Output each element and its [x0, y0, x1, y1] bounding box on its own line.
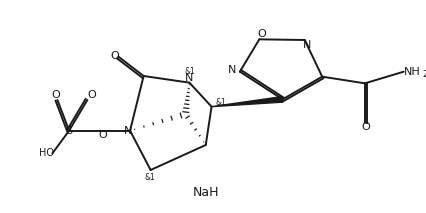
Text: N: N: [185, 73, 193, 83]
Text: NH: NH: [403, 67, 420, 77]
Text: NaH: NaH: [192, 186, 219, 199]
Text: O: O: [98, 130, 107, 140]
Text: O: O: [256, 29, 265, 39]
Text: HO: HO: [39, 148, 54, 158]
Text: N: N: [302, 40, 310, 50]
Text: O: O: [87, 90, 95, 100]
Text: &1: &1: [144, 173, 155, 182]
Polygon shape: [211, 96, 282, 107]
Text: O: O: [51, 90, 60, 100]
Text: &1: &1: [184, 67, 194, 76]
Text: 2: 2: [421, 70, 426, 79]
Text: &1: &1: [216, 98, 226, 107]
Text: O: O: [361, 122, 369, 132]
Text: O: O: [110, 51, 118, 61]
Text: N: N: [124, 126, 132, 136]
Text: N: N: [227, 65, 236, 75]
Text: S: S: [65, 126, 72, 136]
